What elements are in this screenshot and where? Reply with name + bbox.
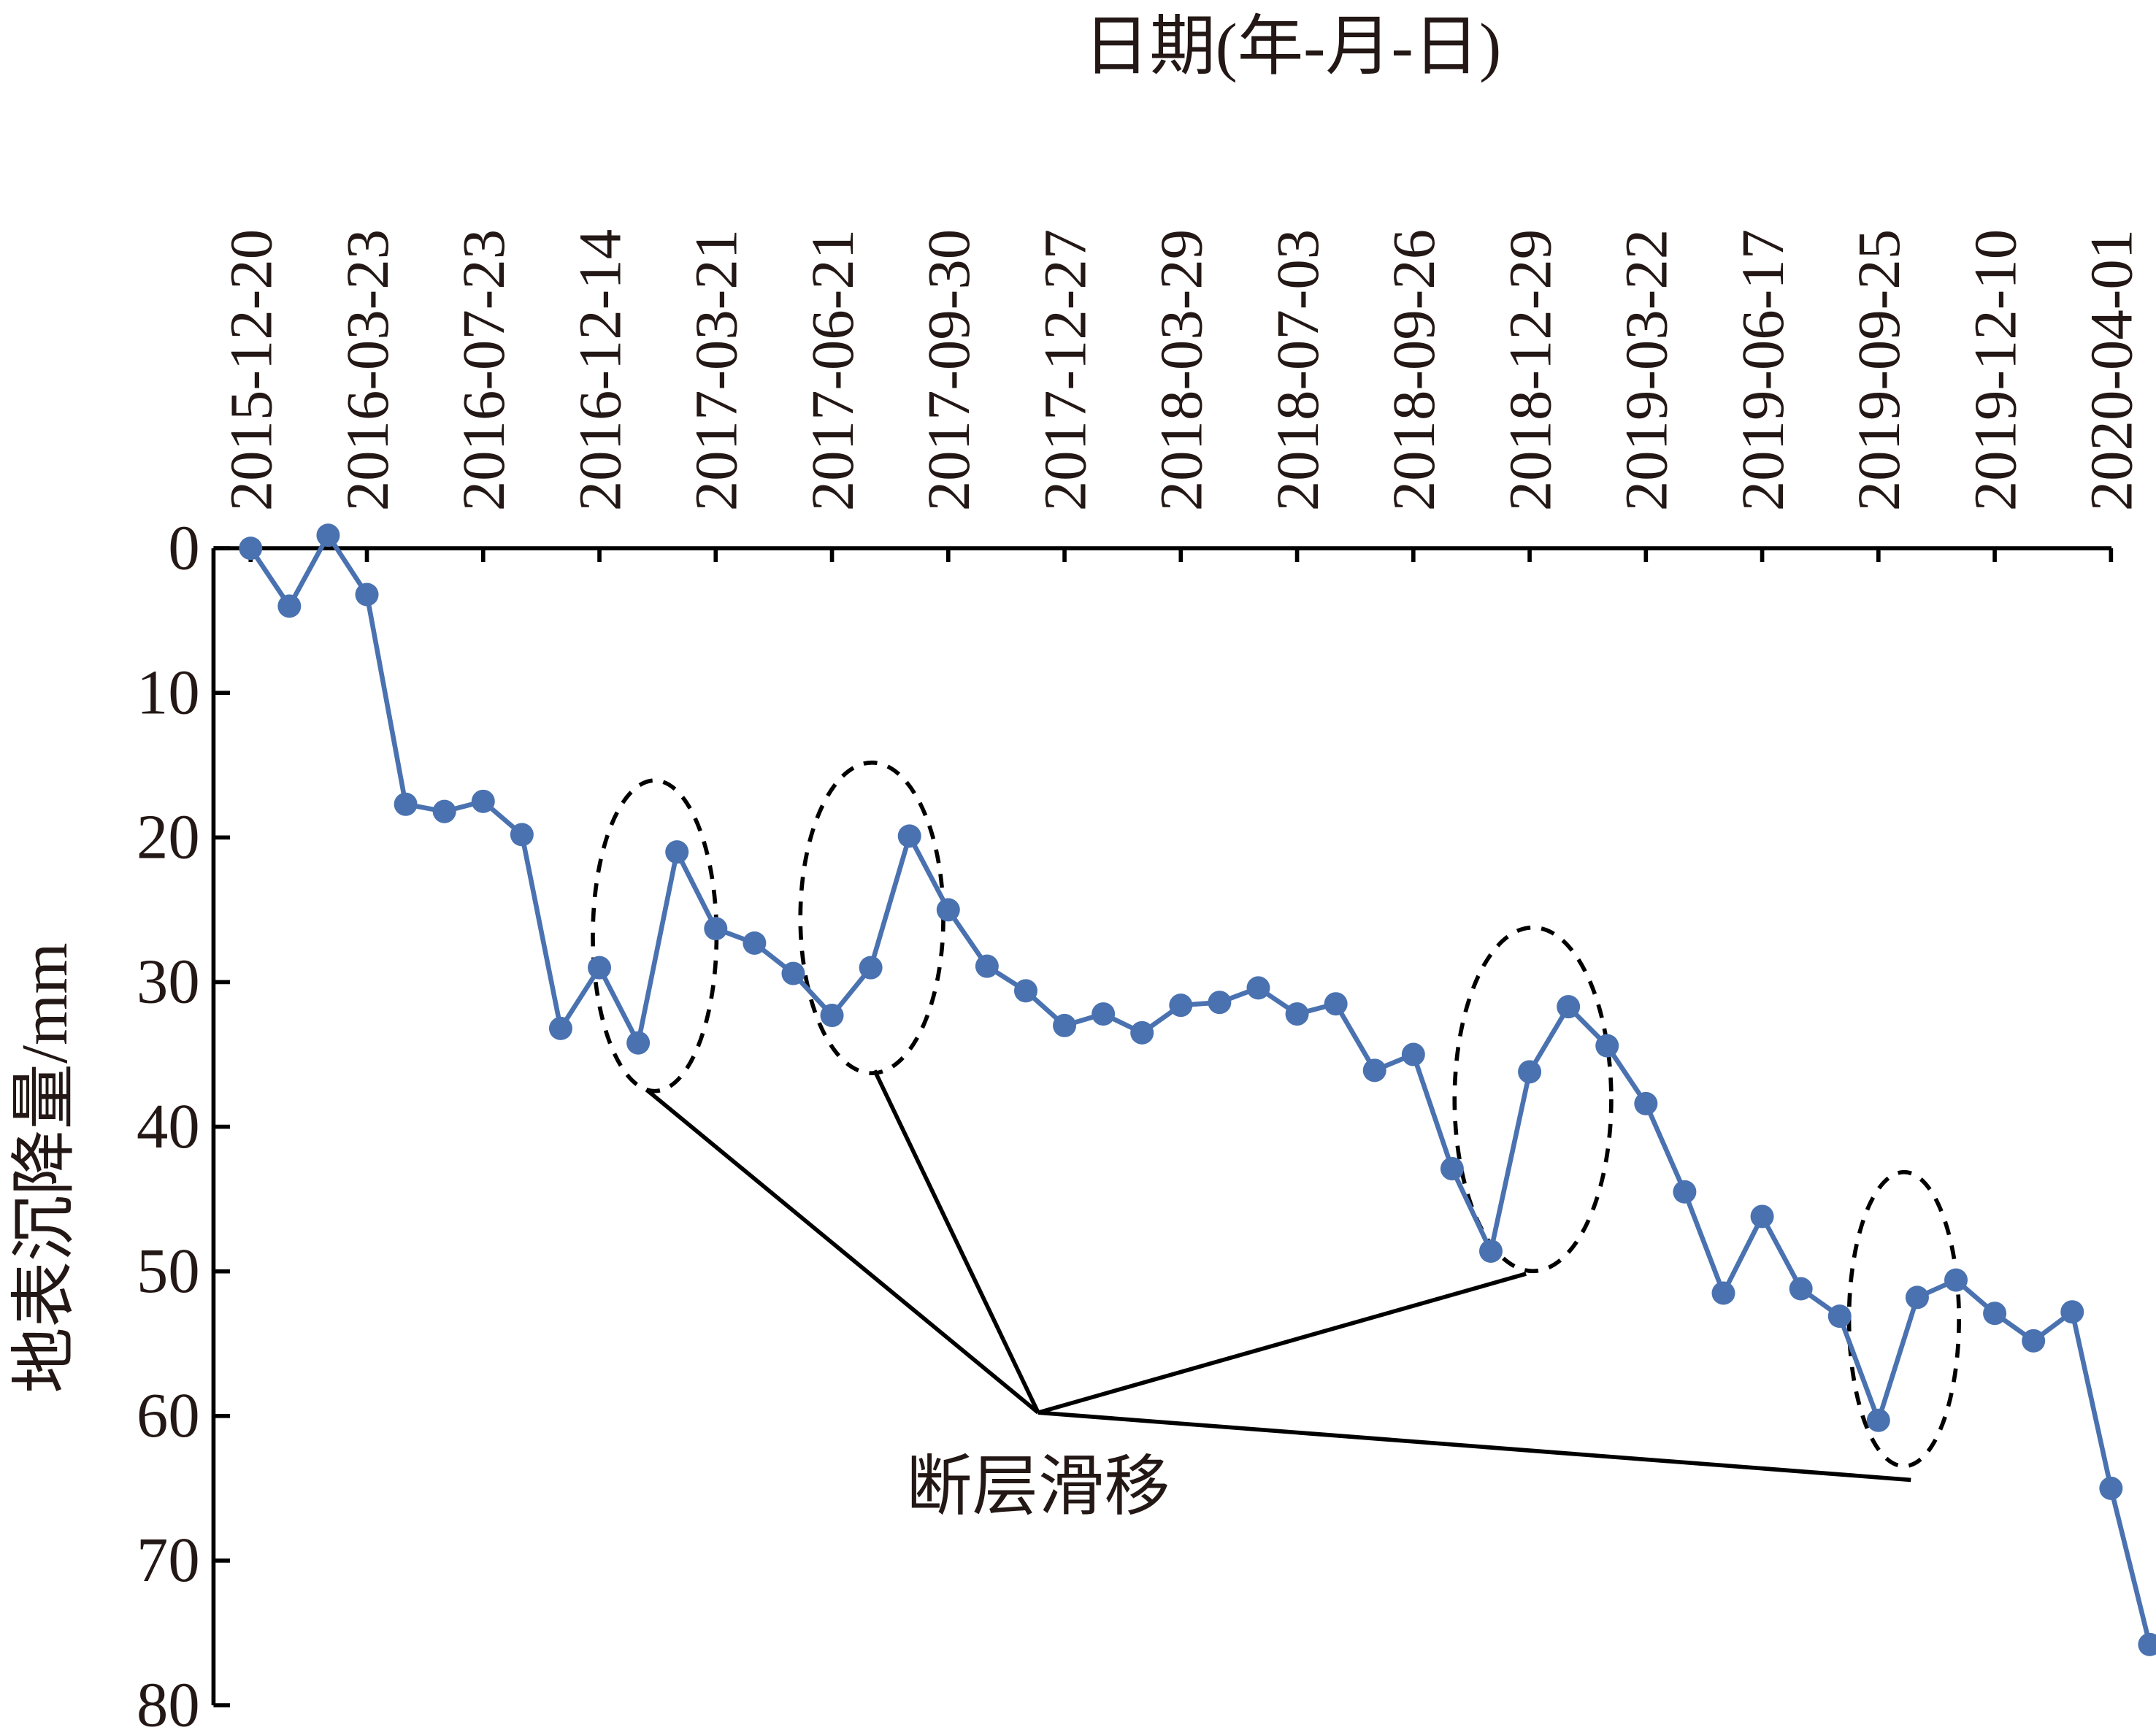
y-tick-label: 30 [137,947,200,1017]
leader-line [1037,1272,1527,1415]
data-point [2099,1476,2123,1500]
x-tick-label: 2017-03-21 [683,229,750,511]
data-point [936,898,960,922]
data-point [471,789,495,813]
x-tick-label: 2018-07-03 [1264,229,1331,511]
data-point [1478,1239,1503,1263]
data-point [1595,1034,1619,1058]
x-tick-label: 2016-12-14 [566,229,633,511]
data-point [316,523,340,547]
data-point [1673,1180,1697,1204]
ellipse [591,778,719,1093]
ellipse [798,760,945,1076]
data-point [1169,993,1193,1018]
x-tick-label: 2017-09-30 [915,229,982,511]
x-tick-label: 2017-06-21 [799,229,866,511]
data-point [665,840,689,864]
data-point [781,961,805,985]
data-point [1285,1002,1309,1026]
data-point [355,583,379,607]
data-point [859,956,883,980]
data-point [277,594,302,618]
data-point [1053,1013,1077,1037]
data-point [1944,1268,1968,1292]
data-point [1634,1091,1658,1115]
leader-line [645,1088,1040,1415]
x-tick-label: 2019-12-10 [1961,229,2028,511]
x-tick-label: 2018-12-29 [1496,229,1563,511]
data-point [1789,1277,1813,1301]
data-point [1208,991,1232,1015]
x-tick-label: 2020-04-01 [2078,229,2145,511]
data-point [626,1031,651,1055]
data-point [820,1004,844,1028]
x-tick-label: 2018-09-26 [1380,229,1447,511]
y-tick-label: 50 [137,1236,200,1306]
y-tick-label: 60 [137,1380,200,1450]
y-tick-label: 0 [168,512,199,583]
y-tick-label: 20 [137,802,200,872]
data-point [588,956,612,980]
data-point [432,799,456,823]
x-tick-label: 2018-03-29 [1148,229,1215,511]
data-point [1827,1304,1852,1329]
data-point [1557,995,1581,1019]
data-point [1130,1020,1154,1045]
data-point [1905,1285,1929,1310]
y-tick-label: 80 [137,1669,200,1730]
x-axis-title: 日期(年-月-日) [1083,9,1501,83]
data-point [510,823,534,847]
data-point [2138,1632,2156,1656]
data-point [394,792,418,816]
y-tick-label: 70 [137,1525,200,1595]
x-tick-label: 2015-12-20 [218,229,285,511]
data-point [1401,1042,1425,1066]
data-point [1362,1058,1386,1083]
y-tick-label: 10 [137,657,200,727]
data-point [1983,1302,2007,1326]
data-point [704,917,728,941]
x-tick-label: 2016-03-23 [334,229,401,511]
x-tick-label: 2019-09-25 [1845,229,1912,511]
data-point [975,954,999,978]
data-point [2060,1300,2084,1324]
annotation-lines [645,1069,1911,1483]
data-point [1440,1157,1464,1181]
x-tick-label: 2016-07-23 [450,229,517,511]
data-point [1092,1002,1116,1026]
x-tick-label: 2019-03-22 [1613,229,1680,511]
data-point [1518,1060,1542,1084]
data-point [2022,1329,2046,1353]
data-point [743,931,767,955]
data-point [1013,979,1037,1003]
x-tick-label: 2019-06-17 [1729,229,1796,511]
ellipse [1846,1169,1961,1469]
data-point [548,1016,572,1040]
data-point [1750,1204,1774,1229]
y-tick-label: 40 [137,1091,200,1161]
leader-line [872,1069,1040,1414]
data-point [897,824,921,848]
data-point [1246,976,1270,1000]
data-point [1324,992,1348,1016]
annotation: 断层滑移 [906,1450,1170,1523]
data-point [1866,1408,1890,1432]
data-point [1711,1281,1735,1305]
leader-line [1037,1410,1911,1483]
x-tick-label: 2017-12-27 [1031,229,1098,511]
y-axis-title: 地表沉降量/mm [7,942,81,1393]
highlight-ellipses [591,760,1961,1469]
ellipse [1452,925,1614,1274]
data-point [239,537,263,561]
